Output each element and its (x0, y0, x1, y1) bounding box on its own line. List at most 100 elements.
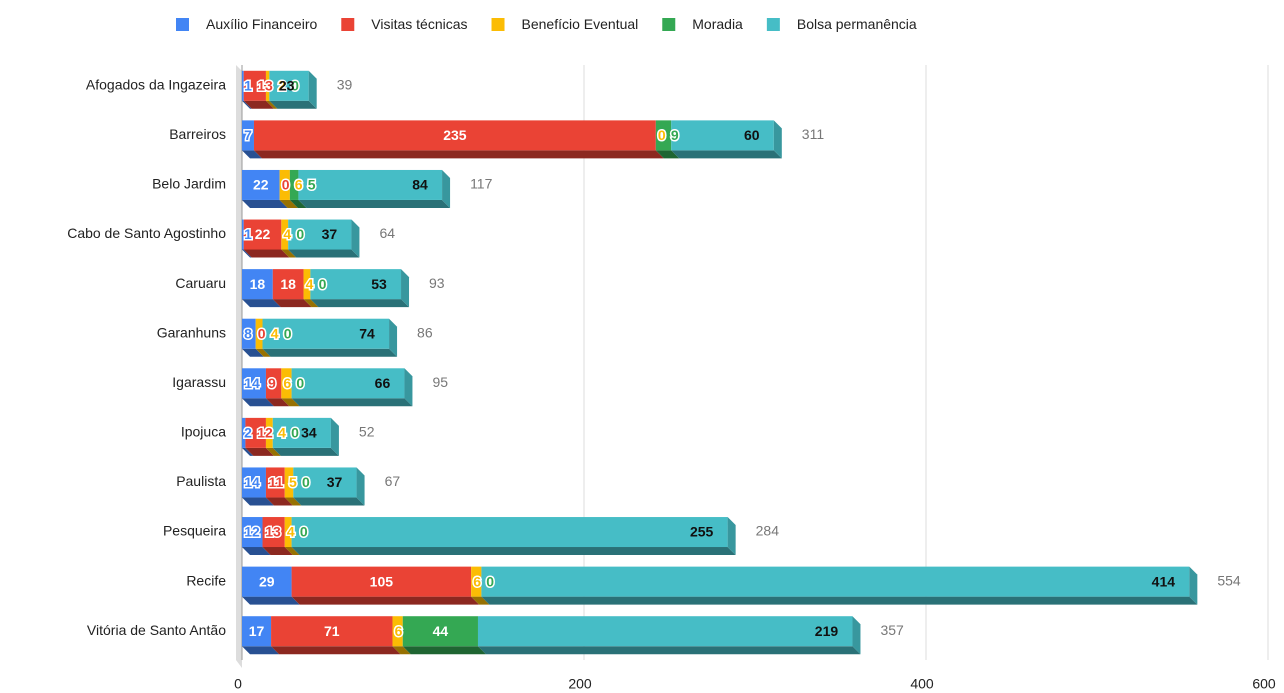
bar-segment (242, 467, 266, 498)
bar-depth (477, 646, 861, 655)
data-label: 7 (244, 127, 252, 143)
bar-side (389, 318, 398, 357)
data-label: 0 (302, 474, 310, 490)
bar-side (442, 169, 451, 208)
bar-segment (242, 269, 273, 300)
bar-depth (271, 646, 401, 655)
bar-segment (471, 566, 482, 597)
legend-swatch (176, 18, 189, 31)
bar-segment (402, 616, 478, 647)
data-label: 11 (269, 474, 284, 490)
data-label: 22 (253, 177, 269, 193)
data-label: 0 (291, 425, 299, 441)
data-label: 60 (744, 127, 760, 143)
legend-label: Bolsa permanência (797, 16, 917, 32)
bar-segment (481, 566, 1190, 597)
data-label: 14 (244, 375, 260, 391)
bar-segment (477, 616, 853, 647)
data-label: 414 (1152, 573, 1176, 589)
bar-segment (291, 517, 728, 548)
x-tick-label: 400 (910, 676, 934, 692)
data-label: 71 (324, 623, 340, 639)
bar-side (356, 467, 365, 506)
data-label: 5 (289, 474, 297, 490)
bar-side (351, 219, 360, 258)
bar-segment (281, 219, 289, 250)
total-label: 554 (1217, 572, 1241, 588)
legend-label: Benefício Eventual (522, 16, 639, 32)
bar-segment (271, 616, 393, 647)
bar-depth (471, 596, 490, 605)
total-label: 64 (379, 225, 395, 241)
bar-depth (265, 497, 293, 506)
bar-depth (242, 398, 274, 407)
bar-depth (402, 646, 486, 655)
bar-depth (293, 497, 365, 506)
y-tick-label: Paulista (176, 473, 226, 489)
data-label: 0 (300, 524, 308, 540)
total-label: 117 (470, 176, 493, 192)
bar-segment (265, 417, 273, 448)
bar-side (401, 269, 410, 308)
data-label: 105 (370, 573, 394, 589)
bar-depth (269, 100, 317, 109)
total-label: 52 (359, 424, 375, 440)
bar-segment (243, 70, 266, 101)
y-tick-label: Barreiros (169, 126, 226, 142)
bar-segment (291, 368, 405, 399)
bar-depth (310, 299, 410, 308)
data-label: 13 (265, 524, 281, 540)
bar-segment (291, 566, 472, 597)
bar-depth (242, 447, 254, 456)
data-label: 8 (244, 325, 252, 341)
x-tick-label: 0 (234, 676, 242, 692)
bar-segment (253, 120, 656, 151)
bar-segment (243, 219, 282, 250)
data-label: 12 (257, 425, 273, 441)
y-tick-label: Belo Jardim (152, 176, 226, 192)
data-label: 9 (268, 375, 276, 391)
bar-side (852, 616, 861, 655)
bar-side (727, 517, 736, 556)
bar-segment (242, 219, 244, 250)
y-tick-label: Vitória de Santo Antão (87, 622, 226, 638)
bar-depth (265, 100, 278, 109)
data-label: 0 (296, 226, 304, 242)
bar-segment (242, 417, 246, 448)
bar-depth (242, 547, 271, 556)
data-label: 0 (284, 325, 292, 341)
bar-segment (655, 120, 672, 151)
bar-segment (272, 269, 304, 300)
bar-depth (272, 447, 339, 456)
data-label: 1 (244, 226, 252, 242)
bar-segment (269, 70, 309, 101)
data-label: 5 (308, 177, 316, 193)
bar-segment (242, 566, 292, 597)
data-label: 4 (283, 226, 291, 242)
data-label: 13 (257, 77, 273, 93)
data-label: 0 (486, 573, 494, 589)
bar-segment (298, 169, 443, 200)
bar-depth (655, 150, 680, 159)
y-tick-label: Garanhuns (157, 324, 226, 340)
legend-swatch (766, 18, 780, 31)
total-label: 39 (337, 76, 353, 92)
bar-depth (255, 348, 271, 357)
bar-depth (242, 348, 264, 357)
data-label: 84 (412, 177, 428, 193)
bar-depth (242, 596, 300, 605)
data-label: 235 (443, 127, 467, 143)
y-tick-label: Caruaru (175, 275, 226, 291)
x-tick-label: 200 (568, 676, 592, 692)
total-label: 86 (417, 324, 433, 340)
total-label: 95 (432, 374, 448, 390)
bar-segment (242, 368, 266, 399)
data-label: 74 (359, 325, 375, 341)
bar-depth (243, 100, 274, 109)
bar-depth (291, 596, 480, 605)
bar-depth (298, 199, 451, 208)
legend: Auxílio Financeiro Visitas técnicas Benefí… (176, 16, 917, 32)
data-label: 29 (259, 573, 275, 589)
bar-segment (265, 467, 285, 498)
bar-depth (243, 249, 290, 258)
